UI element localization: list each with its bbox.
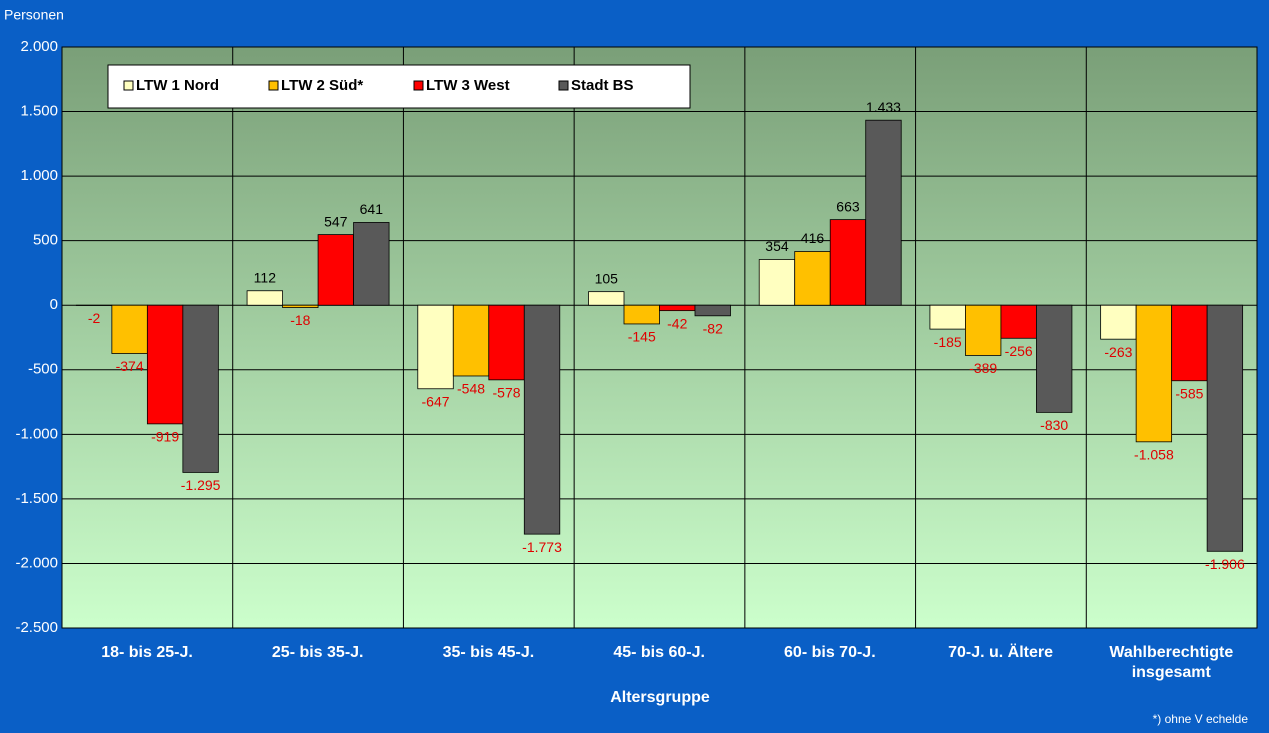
value-label: -647 <box>422 393 450 409</box>
x-axis-label: Altersgruppe <box>610 689 710 706</box>
y-tick-label: 500 <box>33 232 58 249</box>
bar <box>1100 304 1137 340</box>
value-label: -389 <box>969 360 997 376</box>
bar <box>488 304 525 381</box>
value-label: -1.295 <box>181 477 221 493</box>
value-label: 663 <box>836 198 860 214</box>
legend-label: LTW 1 Nord <box>136 77 219 94</box>
value-label: 105 <box>595 270 619 286</box>
y-tick-label: -500 <box>28 361 58 378</box>
value-label: -1.058 <box>1134 447 1174 463</box>
bar <box>623 304 660 325</box>
bar <box>282 304 319 308</box>
bar <box>417 304 454 390</box>
value-label: 354 <box>765 238 789 254</box>
value-label: 1.433 <box>866 99 901 115</box>
bar <box>246 290 283 306</box>
bar <box>1036 304 1073 413</box>
x-tick-label: Wahlberechtigte insgesamt <box>1109 644 1234 681</box>
bar <box>1135 304 1173 443</box>
bar <box>758 259 796 306</box>
legend-label: LTW 2 Süd* <box>281 77 363 94</box>
legend-swatch <box>123 80 134 91</box>
legend-swatch <box>558 80 569 91</box>
y-tick-label: -1.000 <box>15 425 58 442</box>
bar <box>588 291 625 306</box>
footnote: *) ohne V echelde <box>1153 712 1249 726</box>
legend-label: Stadt BS <box>571 77 634 94</box>
bar <box>353 222 390 306</box>
value-label: -919 <box>151 429 179 445</box>
y-tick-label: -1.500 <box>15 490 58 507</box>
bar <box>1171 304 1208 382</box>
value-label: -1.906 <box>1205 556 1245 572</box>
value-label: 112 <box>254 269 277 285</box>
value-label: -256 <box>1005 343 1033 359</box>
value-label: -82 <box>703 321 723 337</box>
x-tick-label: 35- bis 45-J. <box>442 644 535 661</box>
x-tick-label: 25- bis 35-J. <box>271 644 364 661</box>
x-tick-label: 45- bis 60-J. <box>613 644 705 661</box>
x-tick-label: 60- bis 70-J. <box>784 644 876 661</box>
plot-area <box>61 46 1258 629</box>
bar <box>794 251 831 306</box>
legend-label: LTW 3 West <box>426 77 510 94</box>
bar <box>523 304 561 535</box>
bar <box>965 304 1002 356</box>
bar <box>146 304 184 425</box>
value-label: 547 <box>324 213 348 229</box>
y-tick-label: 0 <box>50 296 58 313</box>
y-tick-label: -2.000 <box>15 554 58 571</box>
legend-swatch <box>268 80 279 91</box>
y-tick-label: -2.500 <box>15 619 58 636</box>
bar <box>317 234 354 306</box>
value-label: -1.773 <box>522 539 562 555</box>
bar <box>829 219 867 306</box>
value-label: -578 <box>493 385 521 401</box>
bar <box>694 304 731 317</box>
value-label: 641 <box>360 201 384 217</box>
y-tick-label: 1.000 <box>20 167 58 184</box>
legend-box <box>107 64 691 109</box>
value-label: -185 <box>934 334 962 350</box>
y-axis-label: Personen <box>4 7 64 23</box>
value-label: -263 <box>1104 344 1132 360</box>
value-label: -2 <box>88 310 101 326</box>
value-label: -42 <box>667 315 687 331</box>
bar <box>452 304 490 377</box>
bar <box>865 119 902 306</box>
value-label: -548 <box>457 381 485 397</box>
bar <box>659 304 696 312</box>
x-tick-label: 18- bis 25-J. <box>101 644 193 661</box>
value-label: -374 <box>116 358 144 374</box>
bar <box>1206 304 1244 552</box>
bar <box>929 304 966 330</box>
legend-swatch <box>413 80 424 91</box>
y-tick-label: 2.000 <box>20 38 58 55</box>
y-tick-label: 1.500 <box>20 103 58 120</box>
bar <box>1000 304 1037 339</box>
bar <box>182 304 219 473</box>
value-label: -145 <box>628 329 656 345</box>
value-label: -585 <box>1175 385 1203 401</box>
bar <box>111 304 148 354</box>
x-tick-label: 70-J. u. Ältere <box>948 644 1054 661</box>
value-label: -830 <box>1040 417 1068 433</box>
value-label: -18 <box>290 312 310 328</box>
value-label: 416 <box>801 230 825 246</box>
